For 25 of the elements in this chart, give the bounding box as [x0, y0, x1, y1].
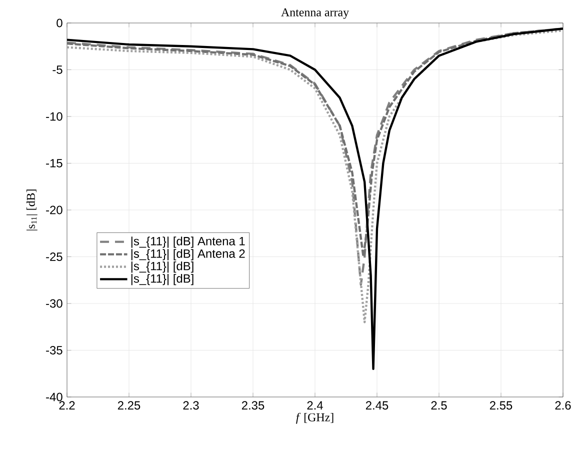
chart-title: Antenna array: [281, 8, 349, 19]
x-tick-label: 2.6: [555, 401, 571, 410]
x-tick-label: 2.55: [490, 401, 512, 410]
x-tick-label: 2.2: [59, 401, 75, 410]
x-tick-label: 2.4: [307, 401, 323, 410]
y-tick-label: -15: [46, 159, 62, 168]
y-tick-label: -40: [46, 392, 62, 402]
x-tick-label: 2.45: [366, 401, 388, 410]
y-tick-label: -10: [46, 112, 62, 121]
x-tick-label: 2.35: [242, 401, 264, 410]
y-tick-label: -5: [52, 66, 62, 74]
x-tick-label: 2.5: [431, 401, 447, 410]
legend-label: |s_{11}| [dB]: [131, 262, 194, 273]
legend-label: |s_{11}| [dB]: [131, 274, 194, 286]
y-tick-label: -35: [46, 346, 62, 354]
y-tick-label: -30: [46, 299, 62, 308]
x-tick-label: 2.25: [118, 401, 140, 410]
y-tick-label: -20: [46, 206, 62, 214]
x-axis-title: f [GHz]: [296, 412, 334, 424]
legend-label: |s_{11}| [dB] Antena 2: [131, 249, 245, 260]
y-axis-title: |s$_{11}$| [dB]: [26, 190, 38, 230]
y-tick-label: -25: [46, 252, 62, 261]
y-tick-label: 0: [56, 18, 62, 28]
legend-label: |s_{11}| [dB] Antena 1: [131, 236, 245, 248]
x-tick-label: 2.3: [183, 401, 199, 410]
